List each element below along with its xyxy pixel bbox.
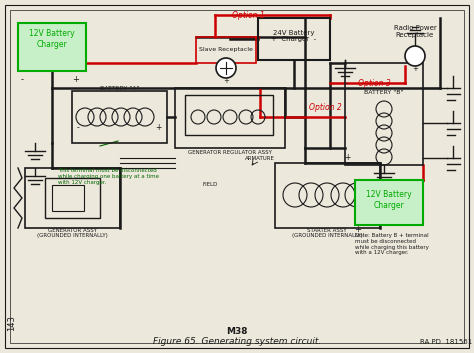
Bar (45, 178, 100, 218)
Text: M38: M38 (226, 327, 248, 335)
Text: FIELD: FIELD (202, 183, 218, 187)
Text: 24V Battery
+  Charger  -: 24V Battery + Charger - (272, 30, 317, 42)
Text: RA PD  181561: RA PD 181561 (420, 339, 472, 345)
Text: -: - (20, 75, 24, 84)
Bar (25, 168, 120, 228)
Bar (185, 95, 273, 135)
Text: Option 2: Option 2 (309, 103, 342, 113)
Text: -: - (346, 80, 348, 86)
Bar (52, 185, 84, 211)
Text: +: + (355, 225, 362, 233)
Bar (275, 163, 380, 228)
Bar (258, 18, 330, 60)
Text: Option 1: Option 1 (232, 11, 264, 19)
Circle shape (405, 46, 425, 66)
Text: Slave Receptacle: Slave Receptacle (199, 48, 253, 53)
Text: Option 3: Option 3 (358, 78, 391, 88)
Bar (355, 180, 423, 225)
Text: Radio Power
Receptacle: Radio Power Receptacle (393, 24, 437, 37)
Bar (18, 23, 86, 71)
Text: -: - (77, 124, 79, 132)
Text: BATTERY "B": BATTERY "B" (364, 90, 404, 96)
Text: GENERATOR ASSY
(GROUNDED INTERNALLY): GENERATOR ASSY (GROUNDED INTERNALLY) (36, 228, 108, 238)
Text: +: + (223, 78, 229, 84)
Text: +: + (73, 75, 80, 84)
Text: +: + (155, 124, 161, 132)
Bar (175, 88, 285, 148)
Bar (72, 91, 167, 143)
Bar (196, 37, 256, 63)
Text: ARMATURE: ARMATURE (245, 156, 275, 161)
Text: Note: Battery B + terminal
must be disconnected
while charging this battery
with: Note: Battery B + terminal must be disco… (355, 233, 429, 256)
Text: BATTERY "A": BATTERY "A" (100, 85, 140, 90)
Text: 12V Battery
Charger: 12V Battery Charger (366, 190, 412, 210)
Text: STARTER ASSY
(GROUNDED INTERNALLY): STARTER ASSY (GROUNDED INTERNALLY) (292, 228, 363, 238)
Text: Figure 65. Generating system circuit.: Figure 65. Generating system circuit. (153, 337, 321, 347)
Text: +: + (344, 154, 350, 162)
Text: GENERATOR REGULATOR ASSY: GENERATOR REGULATOR ASSY (188, 150, 272, 155)
Text: 12V Battery
Charger: 12V Battery Charger (29, 29, 75, 49)
Circle shape (216, 58, 236, 78)
Bar (345, 63, 423, 165)
Text: 143: 143 (8, 315, 17, 331)
Text: +: + (412, 66, 418, 72)
Text: This terminal must be disconnected
while charging one battery at a time
with 12V: This terminal must be disconnected while… (58, 168, 159, 185)
